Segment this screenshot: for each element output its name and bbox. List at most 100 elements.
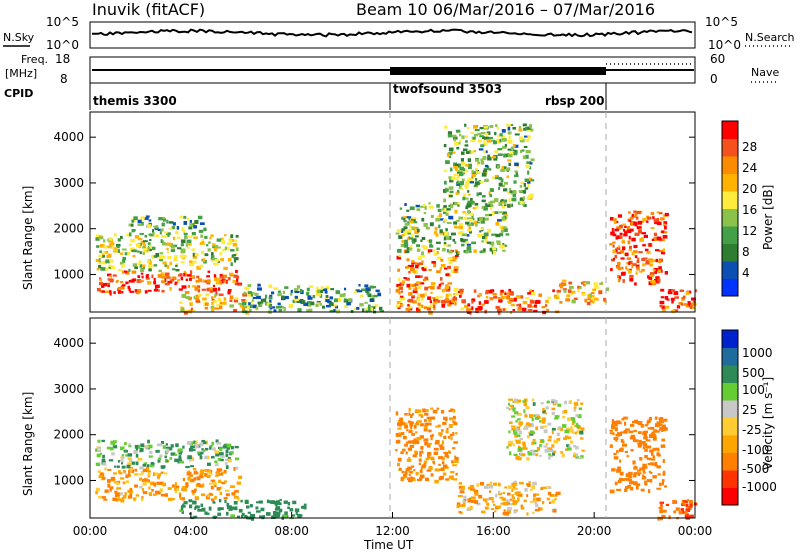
power-cell [149, 239, 152, 241]
power-cell [512, 193, 516, 198]
velocity-cell [427, 442, 432, 445]
power-cell [401, 229, 404, 233]
power-cell [230, 262, 233, 266]
power-cell [502, 145, 507, 149]
power-cell [481, 135, 485, 139]
velocity-cell [629, 486, 634, 491]
velocity-cell [127, 495, 133, 499]
velocity-cell [651, 431, 655, 435]
velocity-cell [408, 457, 411, 460]
power-cell [405, 307, 409, 311]
velocity-cell [225, 453, 229, 457]
power-cell [443, 205, 447, 208]
power-cell [510, 303, 515, 307]
power-cell [471, 241, 477, 245]
velocity-cell [561, 453, 565, 458]
power-cell [296, 300, 301, 303]
power-cell [617, 278, 621, 283]
velocity-cell [645, 439, 651, 442]
power-cell [307, 301, 312, 305]
velocity-cell [404, 443, 408, 447]
power-cell [192, 260, 197, 264]
power-cell [650, 227, 655, 230]
velocity-cell [266, 512, 271, 516]
velocity-cell [648, 434, 653, 438]
power-cell [436, 256, 442, 260]
velocity-cell [556, 432, 560, 436]
velocity-cell [120, 446, 125, 451]
power-cell [467, 204, 472, 207]
velocity-cell [512, 485, 516, 489]
velocity-cell [166, 448, 170, 453]
power-cell [403, 242, 409, 247]
power-cell [458, 216, 464, 220]
power-cell [475, 307, 479, 311]
velocity-cell [201, 493, 206, 497]
velocity-cell [235, 466, 239, 470]
power-cell [403, 217, 406, 221]
noise-tick-top-left: 10^5 [46, 15, 79, 29]
velocity-ytick-label-4000: 4000 [53, 336, 84, 350]
power-cell [162, 255, 166, 259]
velocity-cell [443, 451, 448, 454]
velocity-cell [627, 473, 632, 477]
power-cell [457, 202, 461, 205]
velocity-cell [103, 498, 108, 501]
velocity-cell [112, 442, 116, 446]
velocity-cell [452, 464, 457, 467]
power-cell [446, 222, 452, 224]
power-cell [108, 266, 112, 269]
power-cell [649, 243, 652, 247]
velocity-cell [657, 430, 660, 433]
x-tick-label-6: 00:00 [678, 524, 713, 538]
velocity-cell [532, 511, 535, 514]
power-cell [416, 309, 421, 313]
power-cell [468, 166, 472, 169]
velocity-cell [419, 454, 422, 457]
power-cell [610, 231, 615, 236]
velocity-cell [438, 463, 441, 466]
power-cell [200, 250, 205, 255]
velocity-cell [482, 498, 487, 502]
velocity-cell [297, 513, 302, 518]
velocity-cell [624, 488, 628, 492]
velocity-cell [529, 500, 535, 503]
power-cell [673, 309, 679, 313]
power-cell [102, 251, 106, 255]
velocity-cell [445, 430, 449, 434]
power-cell [98, 265, 102, 269]
velocity-cell [142, 468, 148, 472]
velocity-cell [456, 502, 461, 505]
velocity-cell [506, 499, 509, 503]
velocity-cell [513, 487, 519, 490]
power-cell [99, 250, 102, 253]
power-cell [411, 218, 416, 222]
power-cell [497, 219, 502, 222]
velocity-cell [569, 400, 572, 404]
power-cell [459, 139, 462, 142]
power-cell [96, 245, 100, 248]
power-cell [202, 297, 207, 301]
power-cell [613, 220, 617, 224]
power-cell [160, 272, 165, 276]
power-cell [204, 280, 208, 283]
power-cell [568, 281, 573, 285]
power-cell [690, 302, 695, 307]
power-cell [656, 211, 660, 214]
power-cell [212, 287, 218, 292]
power-cell [592, 288, 597, 291]
power-cell [122, 263, 125, 267]
power-cell [238, 283, 242, 286]
power-cell [161, 276, 166, 279]
power-cell [660, 217, 665, 221]
power-cell [269, 299, 272, 303]
velocity-cell [422, 408, 426, 413]
velocity-cell [473, 489, 479, 493]
velocity-cell [214, 460, 218, 464]
power-cell [281, 295, 285, 300]
power-cell [527, 292, 532, 295]
velocity-cell [128, 490, 133, 493]
power-cell [227, 242, 231, 246]
velocity-cell [255, 506, 259, 510]
velocity-cell [207, 462, 211, 466]
